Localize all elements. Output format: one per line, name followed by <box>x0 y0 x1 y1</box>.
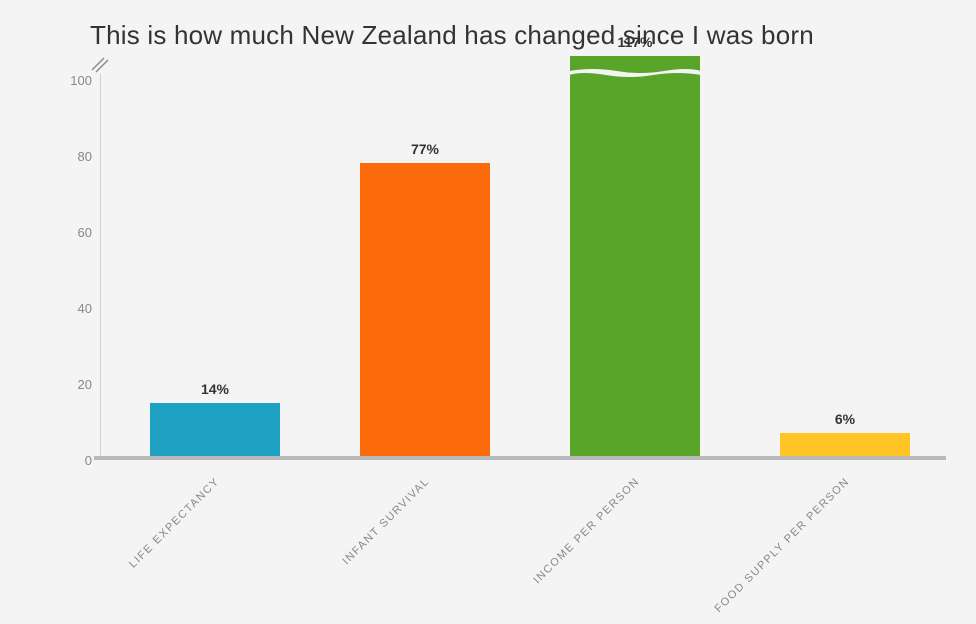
bar-infant-survival: 77% <box>360 163 490 456</box>
bar-value-label: 77% <box>360 141 490 157</box>
y-tick: 20 <box>62 377 92 392</box>
bar-income-per-person: 117% <box>570 56 700 456</box>
x-tick-label: FOOD SUPPLY PER PERSON <box>704 474 854 624</box>
y-tick: 0 <box>62 453 92 468</box>
bar-food-supply-per-person: 6% <box>780 433 910 456</box>
y-axis-label: CHANGE (%) <box>46 0 66 80</box>
axis-break-icon <box>90 56 110 74</box>
bar-chart-plot: 02040608010014%77%117%6% <box>100 80 940 460</box>
chart-container: This is how much New Zealand has changed… <box>0 0 976 624</box>
x-axis-baseline <box>94 456 946 460</box>
chart-title: This is how much New Zealand has changed… <box>30 20 946 51</box>
y-tick: 100 <box>62 73 92 88</box>
x-tick-label: LIFE EXPECTANCY <box>74 474 224 624</box>
x-tick-label: INFANT SURVIVAL <box>284 474 434 624</box>
y-tick: 60 <box>62 225 92 240</box>
bar-value-label: 6% <box>780 411 910 427</box>
y-tick: 80 <box>62 149 92 164</box>
bar-value-label: 117% <box>570 34 700 50</box>
x-axis-labels: LIFE EXPECTANCYINFANT SURVIVALINCOME PER… <box>100 466 940 616</box>
bar-overflow-rip-icon <box>569 64 701 74</box>
y-axis-line <box>100 74 101 460</box>
x-tick-label: INCOME PER PERSON <box>494 474 644 624</box>
bar-life-expectancy: 14% <box>150 403 280 456</box>
y-tick: 40 <box>62 301 92 316</box>
bar-value-label: 14% <box>150 381 280 397</box>
